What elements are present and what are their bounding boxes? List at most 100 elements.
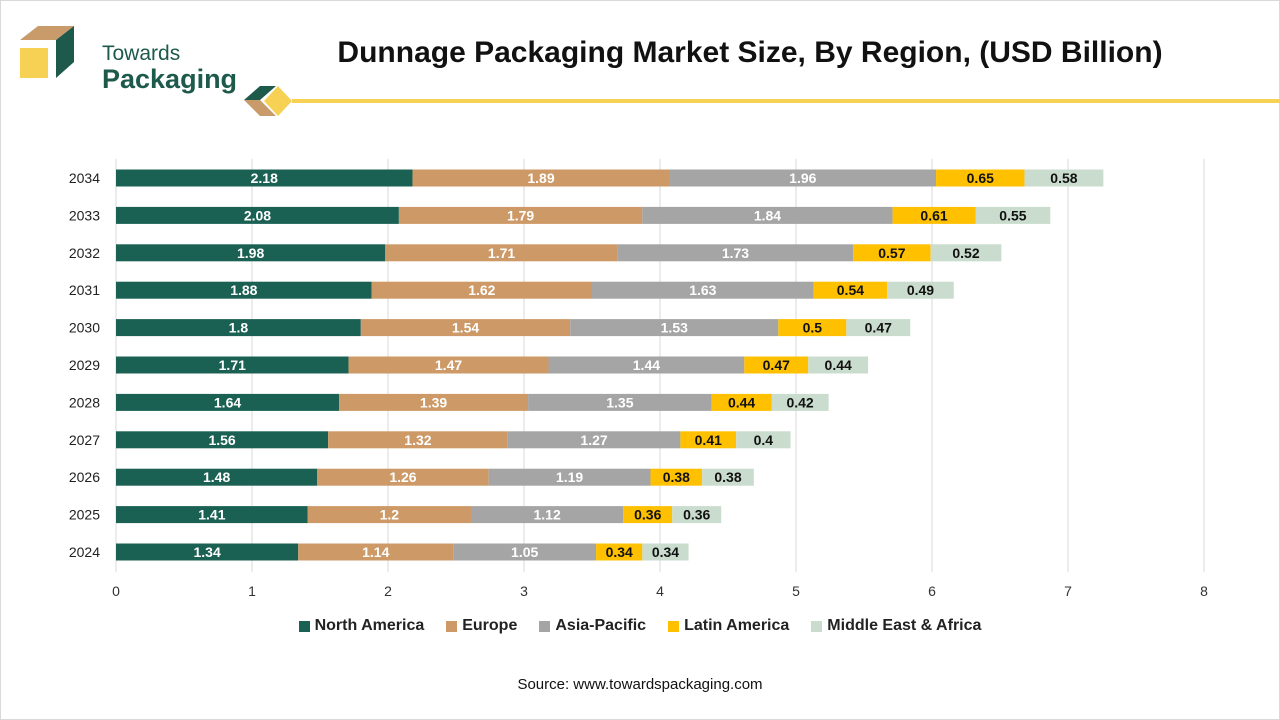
data-label: 0.36 bbox=[634, 507, 661, 523]
data-label: 1.14 bbox=[362, 544, 389, 560]
data-label: 1.32 bbox=[404, 432, 431, 448]
data-label: 1.2 bbox=[380, 507, 400, 523]
bar-segment bbox=[307, 506, 471, 524]
data-label: 0.65 bbox=[967, 170, 994, 186]
source-note: Source: www.towardspackaging.com bbox=[517, 676, 763, 693]
bar-segment bbox=[339, 393, 529, 411]
y-category-label: 2032 bbox=[69, 245, 100, 261]
bar-segment bbox=[548, 356, 745, 374]
x-tick-label: 4 bbox=[656, 583, 664, 599]
data-label: 1.48 bbox=[203, 469, 230, 485]
legend-swatch bbox=[539, 620, 551, 632]
data-label: 1.98 bbox=[237, 245, 264, 261]
legend-item: Europe bbox=[446, 617, 517, 635]
data-label: 1.89 bbox=[527, 170, 554, 186]
data-label: 0.58 bbox=[1050, 170, 1077, 186]
legend-label: Europe bbox=[462, 617, 518, 634]
data-label: 1.73 bbox=[722, 245, 749, 261]
bar-segment bbox=[116, 393, 340, 411]
data-label: 0.55 bbox=[999, 207, 1026, 223]
y-category-label: 2028 bbox=[69, 394, 100, 410]
bar-segment bbox=[116, 506, 308, 524]
bar-segment bbox=[642, 543, 689, 561]
data-label: 1.8 bbox=[229, 320, 249, 336]
y-category-label: 2027 bbox=[69, 432, 100, 448]
data-label: 1.88 bbox=[230, 282, 257, 298]
data-label: 0.57 bbox=[878, 245, 905, 261]
bar-segment bbox=[116, 431, 329, 449]
x-tick-label: 5 bbox=[792, 583, 800, 599]
data-label: 1.79 bbox=[507, 207, 534, 223]
legend-swatch bbox=[298, 620, 310, 632]
data-label: 1.26 bbox=[389, 469, 416, 485]
bar-segment bbox=[702, 468, 754, 486]
legend-item: Asia-Pacific bbox=[539, 617, 646, 635]
bar-segment bbox=[317, 468, 489, 486]
data-label: 0.38 bbox=[714, 469, 741, 485]
data-label: 2.18 bbox=[251, 170, 278, 186]
data-label: 1.71 bbox=[488, 245, 515, 261]
data-label: 0.49 bbox=[907, 282, 934, 298]
data-label: 0.47 bbox=[865, 320, 892, 336]
data-label: 1.12 bbox=[533, 507, 560, 523]
bar-segment bbox=[488, 468, 651, 486]
data-label: 1.53 bbox=[661, 320, 688, 336]
bar-segment bbox=[771, 393, 829, 411]
data-label: 0.36 bbox=[683, 507, 710, 523]
data-label: 0.42 bbox=[786, 394, 813, 410]
data-label: 0.52 bbox=[952, 245, 979, 261]
y-category-label: 2030 bbox=[69, 320, 100, 336]
data-label: 1.96 bbox=[789, 170, 816, 186]
legend-item: Middle East & Africa bbox=[811, 617, 981, 635]
bar-segment bbox=[744, 356, 809, 374]
data-label: 1.41 bbox=[198, 507, 225, 523]
bar-segment bbox=[412, 169, 670, 187]
legend-label: Latin America bbox=[684, 617, 790, 634]
brand-line-2: Packaging bbox=[102, 64, 238, 94]
legend-label: North America bbox=[314, 617, 425, 634]
y-category-label: 2031 bbox=[69, 282, 100, 298]
page-title: Dunnage Packaging Market Size, By Region… bbox=[337, 36, 1163, 69]
bar-segment bbox=[470, 506, 624, 524]
brand-logo: Towards Packaging bbox=[16, 22, 237, 94]
y-category-label: 2025 bbox=[69, 507, 100, 523]
bar-segment bbox=[650, 468, 703, 486]
data-label: 0.41 bbox=[695, 432, 722, 448]
data-label: 0.44 bbox=[728, 394, 755, 410]
x-tick-label: 1 bbox=[248, 583, 256, 599]
bar-segment bbox=[892, 206, 976, 224]
divider-diamond-icon bbox=[244, 86, 276, 100]
x-tick-label: 2 bbox=[384, 583, 392, 599]
data-label: 1.05 bbox=[511, 544, 538, 560]
bar-segment bbox=[592, 281, 814, 299]
brand-line-1: Towards bbox=[102, 42, 181, 65]
data-label: 0.38 bbox=[663, 469, 690, 485]
bar-segment bbox=[808, 356, 869, 374]
bar-segment bbox=[116, 169, 413, 187]
data-label: 1.47 bbox=[435, 357, 462, 373]
data-label: 1.19 bbox=[556, 469, 583, 485]
legend-swatch bbox=[668, 620, 680, 632]
data-label: 1.39 bbox=[420, 394, 447, 410]
data-label: 0.54 bbox=[837, 282, 864, 298]
bar-segment bbox=[570, 319, 779, 337]
x-tick-label: 6 bbox=[928, 583, 936, 599]
y-category-label: 2029 bbox=[69, 357, 100, 373]
data-label: 0.5 bbox=[803, 320, 823, 336]
data-label: 1.34 bbox=[193, 544, 220, 560]
data-label: 1.54 bbox=[452, 320, 479, 336]
bar-segment bbox=[116, 281, 372, 299]
bar-segment bbox=[813, 281, 888, 299]
data-label: 0.34 bbox=[606, 544, 633, 560]
y-category-label: 2026 bbox=[69, 469, 100, 485]
bar-segment bbox=[116, 543, 299, 561]
x-tick-label: 7 bbox=[1064, 583, 1072, 599]
bar-segment bbox=[975, 206, 1051, 224]
bar-segment bbox=[623, 506, 673, 524]
bar-segment bbox=[680, 431, 737, 449]
bar-segment bbox=[528, 393, 712, 411]
bar-segment bbox=[672, 506, 722, 524]
data-label: 1.71 bbox=[219, 357, 246, 373]
bar-segment bbox=[1024, 169, 1104, 187]
